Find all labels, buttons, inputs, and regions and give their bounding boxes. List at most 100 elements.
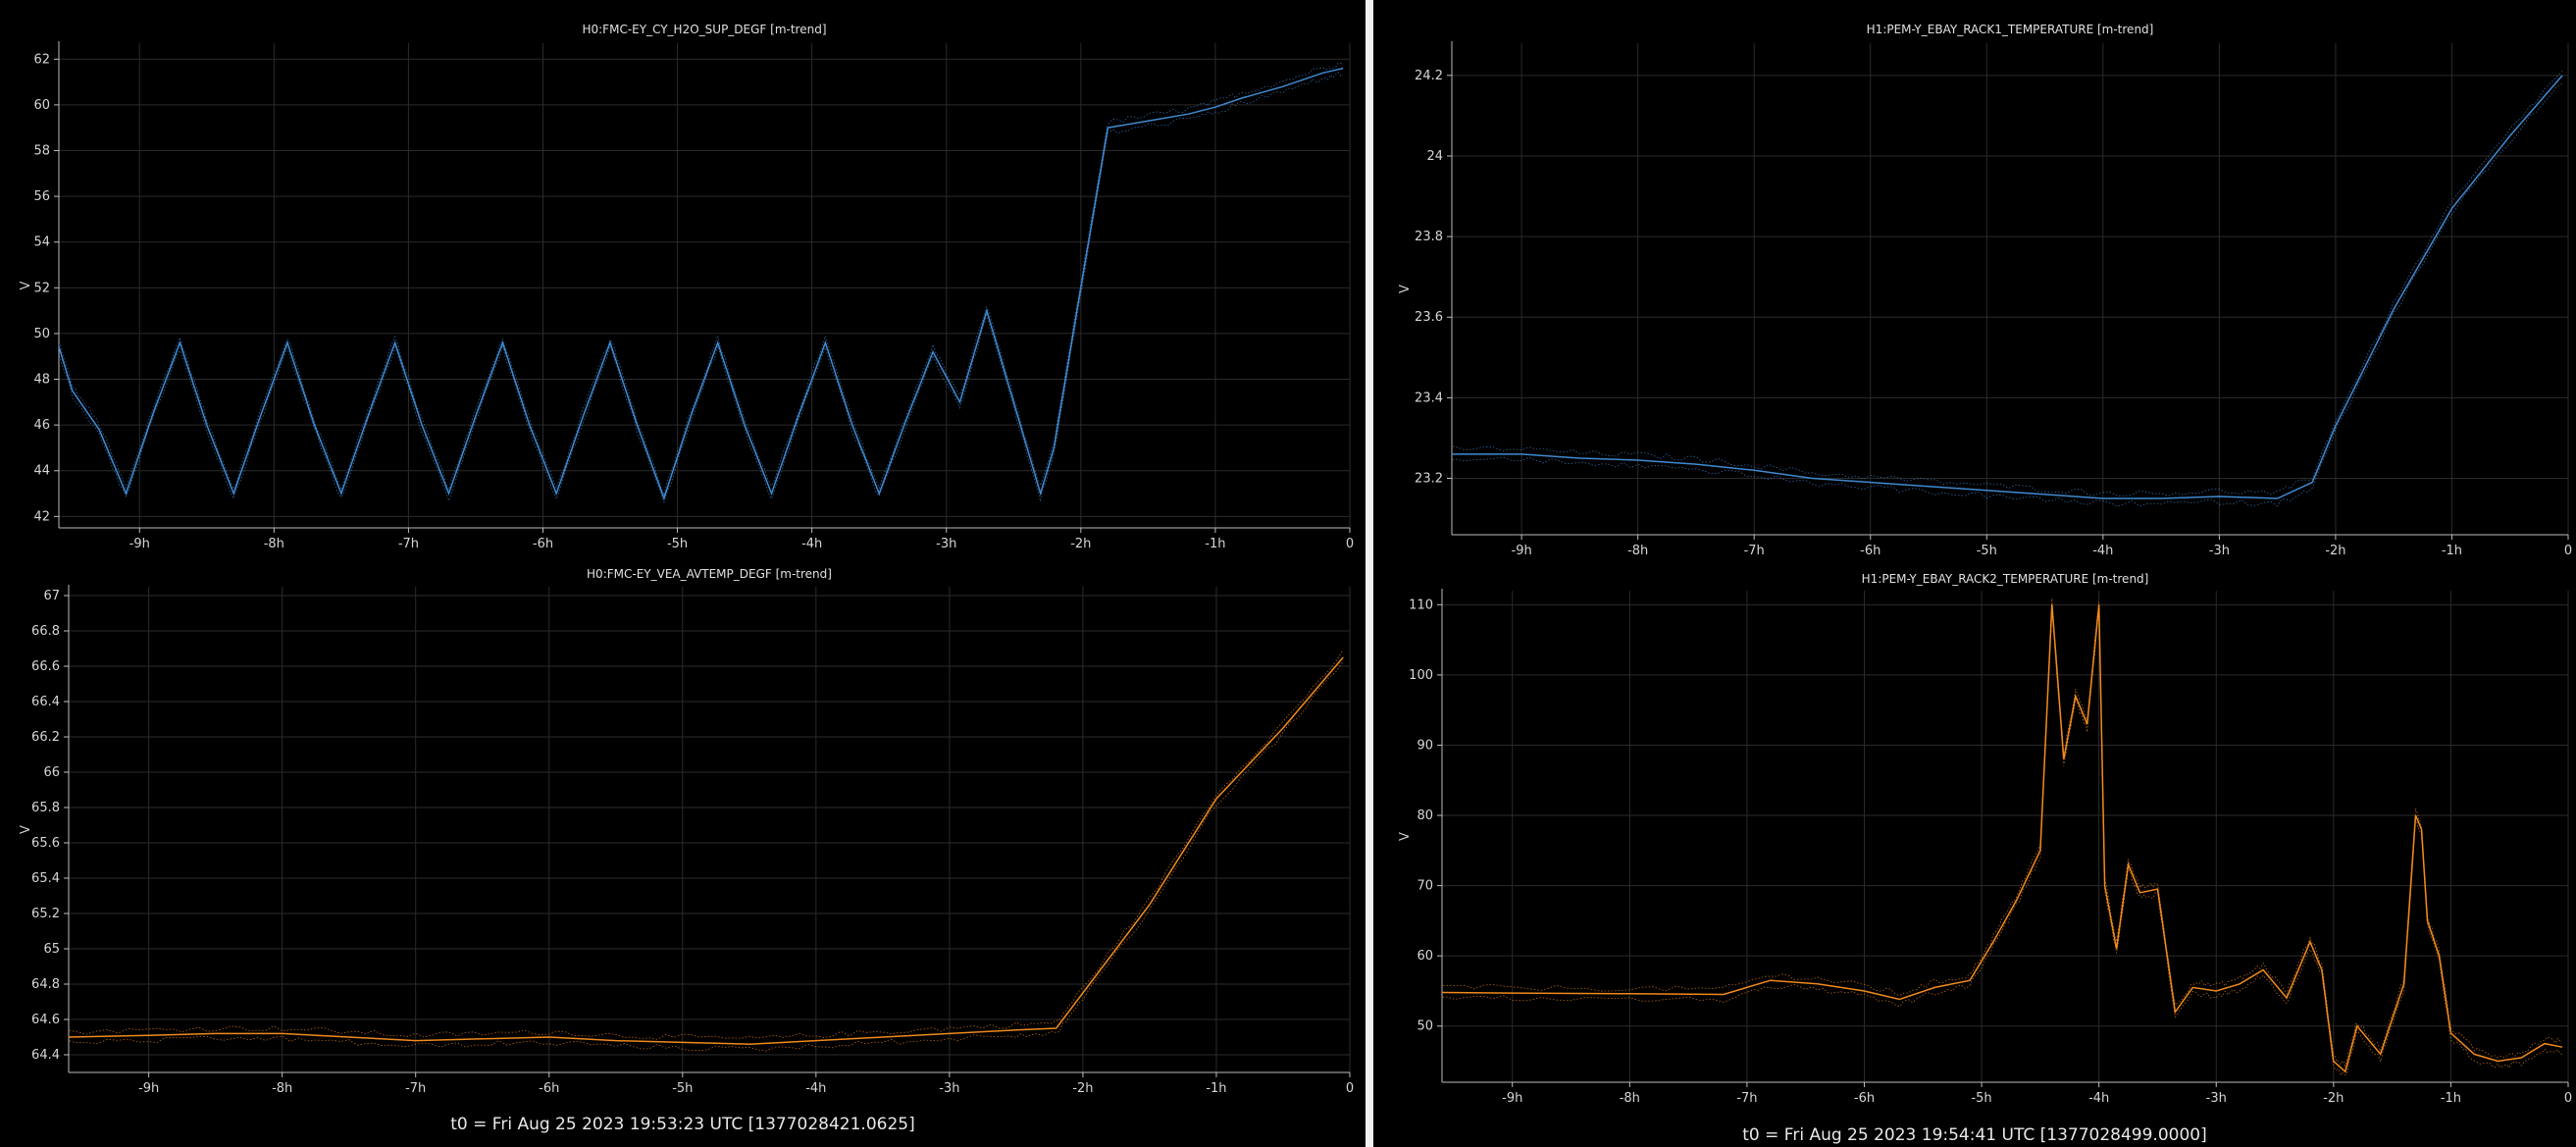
x-tick-label: -5h xyxy=(1977,544,1997,558)
y-tick-label: 50 xyxy=(33,327,50,341)
chart-2: H0:FMC-EY_VEA_AVTEMP_DEGF [m-trend] V -9h -… xyxy=(19,567,1354,1096)
series-mean-line xyxy=(1442,604,2563,1073)
y-tick-label: 52 xyxy=(33,281,50,295)
x-tick-label: -8h xyxy=(1620,1091,1640,1106)
series-min-envelope xyxy=(69,660,1344,1052)
chart-title: H0:FMC-EY_CY_H2O_SUP_DEGF [m-trend] xyxy=(582,23,826,36)
y-tick-label: 65.8 xyxy=(31,801,60,815)
x-tick-label: -9h xyxy=(1502,1091,1522,1106)
x-tick-label: -1h xyxy=(1206,1081,1226,1096)
x-tick-label: -3h xyxy=(2206,1091,2227,1106)
y-tick-label: 90 xyxy=(1417,738,1433,753)
series-mean-line xyxy=(69,656,1344,1045)
x-tick-label: -7h xyxy=(1744,544,1765,558)
y-tick-label: 110 xyxy=(1409,598,1433,612)
y-tick-label: 60 xyxy=(33,98,50,113)
x-tick-label: -1h xyxy=(1205,537,1225,551)
x-tick-label: -2h xyxy=(1070,537,1091,551)
x-tick-label: -9h xyxy=(1512,544,1532,558)
y-tick-label: 24 xyxy=(1426,149,1443,164)
y-tick-label: 44 xyxy=(33,464,50,479)
y-tick-label: 24.2 xyxy=(1415,69,1443,83)
y-tick-label: 66.6 xyxy=(31,659,60,674)
series-mean-line xyxy=(59,67,1344,500)
y-axis-label: V xyxy=(19,825,33,834)
y-tick-label: 23.6 xyxy=(1415,310,1443,325)
y-tick-label: 70 xyxy=(1417,879,1433,894)
x-tick-label: -5h xyxy=(672,1081,693,1096)
x-tick-label: 0 xyxy=(1346,537,1354,551)
footer-t0-left: t0 = Fri Aug 25 2023 19:53:23 UTC [13770… xyxy=(450,1115,915,1134)
footer-t0-right: t0 = Fri Aug 25 2023 19:54:41 UTC [13770… xyxy=(1742,1125,2207,1145)
x-tick-label: -7h xyxy=(405,1081,426,1096)
x-tick-label: -4h xyxy=(805,1081,826,1096)
y-tick-label: 100 xyxy=(1409,668,1433,683)
series-max-envelope xyxy=(59,63,1344,497)
y-tick-label: 54 xyxy=(33,235,50,250)
series-max-envelope xyxy=(1452,71,2563,496)
x-tick-label: -5h xyxy=(1971,1091,1991,1106)
x-tick-label: -6h xyxy=(1860,544,1880,558)
x-tick-label: -6h xyxy=(539,1081,559,1096)
y-tick-label: 46 xyxy=(33,418,50,433)
y-tick-label: 65.6 xyxy=(31,836,60,851)
x-tick-label: -7h xyxy=(1736,1091,1757,1106)
y-tick-label: 64.6 xyxy=(31,1013,60,1027)
x-tick-label: -4h xyxy=(801,537,822,551)
x-tick-label: -3h xyxy=(936,537,956,551)
y-tick-label: 60 xyxy=(1417,949,1433,964)
y-tick-label: 65.4 xyxy=(31,871,60,886)
y-tick-label: 64.4 xyxy=(31,1048,60,1063)
y-tick-label: 48 xyxy=(33,373,50,388)
chart-3: H1:PEM-Y_EBAY_RACK1_TEMPERATURE [m-trend… xyxy=(1398,23,2572,558)
x-tick-label: -4h xyxy=(2088,1091,2109,1106)
x-tick-label: -8h xyxy=(264,537,284,551)
x-tick-label: -3h xyxy=(2209,544,2230,558)
y-tick-label: 65.2 xyxy=(31,907,60,921)
chart-1: H0:FMC-EY_CY_H2O_SUP_DEGF [m-trend] V -9h -… xyxy=(19,23,1354,551)
x-tick-label: -3h xyxy=(939,1081,959,1096)
y-tick-label: 62 xyxy=(33,52,50,67)
x-tick-label: 0 xyxy=(2564,544,2572,558)
y-tick-label: 56 xyxy=(33,189,50,204)
panel-divider[interactable] xyxy=(1365,0,1373,1147)
y-tick-label: 23.8 xyxy=(1415,230,1443,244)
x-tick-label: -1h xyxy=(2442,544,2462,558)
y-tick-label: 23.2 xyxy=(1415,472,1443,487)
series-mean-line xyxy=(1452,75,2563,499)
x-tick-label: -2h xyxy=(2323,1091,2344,1106)
x-tick-label: -6h xyxy=(533,537,553,551)
y-tick-label: 66 xyxy=(43,765,60,780)
x-tick-label: -6h xyxy=(1854,1091,1875,1106)
y-tick-label: 50 xyxy=(1417,1019,1433,1034)
y-axis-label: V xyxy=(1398,285,1413,293)
chart-title: H1:PEM-Y_EBAY_RACK1_TEMPERATURE [m-trend… xyxy=(1867,23,2154,36)
x-tick-label: 0 xyxy=(2564,1091,2572,1106)
y-tick-label: 42 xyxy=(33,509,50,524)
y-tick-label: 58 xyxy=(33,144,50,159)
x-tick-label: -8h xyxy=(272,1081,292,1096)
series-max-envelope xyxy=(1442,598,2563,1068)
x-tick-label: -8h xyxy=(1627,544,1648,558)
y-tick-label: 80 xyxy=(1417,808,1433,823)
x-tick-label: -4h xyxy=(2092,544,2113,558)
chart-title: H1:PEM-Y_EBAY_RACK2_TEMPERATURE [m-trend… xyxy=(1862,572,2149,586)
chart-title: H0:FMC-EY_VEA_AVTEMP_DEGF [m-trend] xyxy=(587,567,832,581)
series-min-envelope xyxy=(1452,82,2563,507)
y-tick-label: 66.2 xyxy=(31,730,60,745)
y-tick-label: 65 xyxy=(43,942,60,957)
x-tick-label: -9h xyxy=(129,537,150,551)
x-tick-label: -1h xyxy=(2441,1091,2461,1106)
y-tick-label: 67 xyxy=(43,589,60,603)
y-tick-label: 66.8 xyxy=(31,624,60,639)
x-tick-label: -9h xyxy=(138,1081,159,1096)
series-max-envelope xyxy=(69,649,1344,1040)
x-tick-label: -7h xyxy=(398,537,419,551)
y-axis-label: V xyxy=(19,281,33,289)
series-min-envelope xyxy=(59,71,1344,504)
series-min-envelope xyxy=(1442,610,2563,1076)
y-axis-label: V xyxy=(1398,832,1413,841)
y-tick-label: 64.8 xyxy=(31,977,60,992)
x-tick-label: -5h xyxy=(667,537,688,551)
